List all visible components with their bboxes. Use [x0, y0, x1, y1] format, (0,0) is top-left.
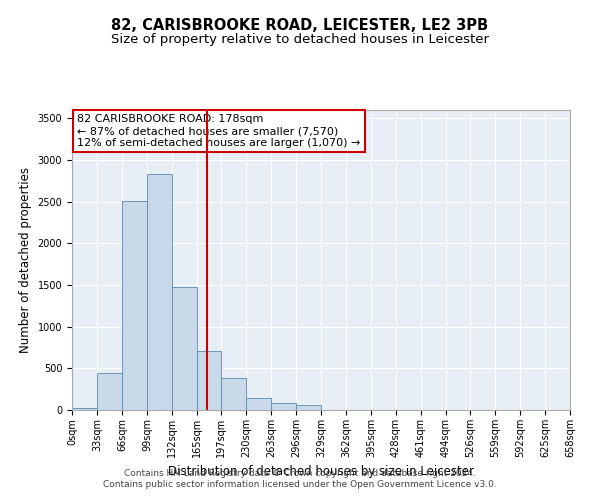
- Bar: [221, 378, 246, 410]
- Bar: [147, 174, 172, 410]
- Bar: [172, 286, 197, 410]
- Text: Contains public sector information licensed under the Open Government Licence v3: Contains public sector information licen…: [103, 480, 497, 489]
- Text: 82, CARISBROOKE ROAD, LEICESTER, LE2 3PB: 82, CARISBROOKE ROAD, LEICESTER, LE2 3PB: [112, 18, 488, 32]
- Text: Contains HM Land Registry data © Crown copyright and database right 2024.: Contains HM Land Registry data © Crown c…: [124, 468, 476, 477]
- Y-axis label: Number of detached properties: Number of detached properties: [19, 167, 32, 353]
- Bar: [197, 351, 221, 410]
- X-axis label: Distribution of detached houses by size in Leicester: Distribution of detached houses by size …: [168, 466, 474, 478]
- Text: 82 CARISBROOKE ROAD: 178sqm
← 87% of detached houses are smaller (7,570)
12% of : 82 CARISBROOKE ROAD: 178sqm ← 87% of det…: [77, 114, 361, 148]
- Bar: [97, 372, 122, 410]
- Bar: [296, 405, 321, 410]
- Text: Size of property relative to detached houses in Leicester: Size of property relative to detached ho…: [111, 32, 489, 46]
- Bar: [246, 398, 271, 410]
- Bar: [122, 201, 147, 410]
- Bar: [271, 404, 296, 410]
- Bar: [72, 408, 97, 410]
